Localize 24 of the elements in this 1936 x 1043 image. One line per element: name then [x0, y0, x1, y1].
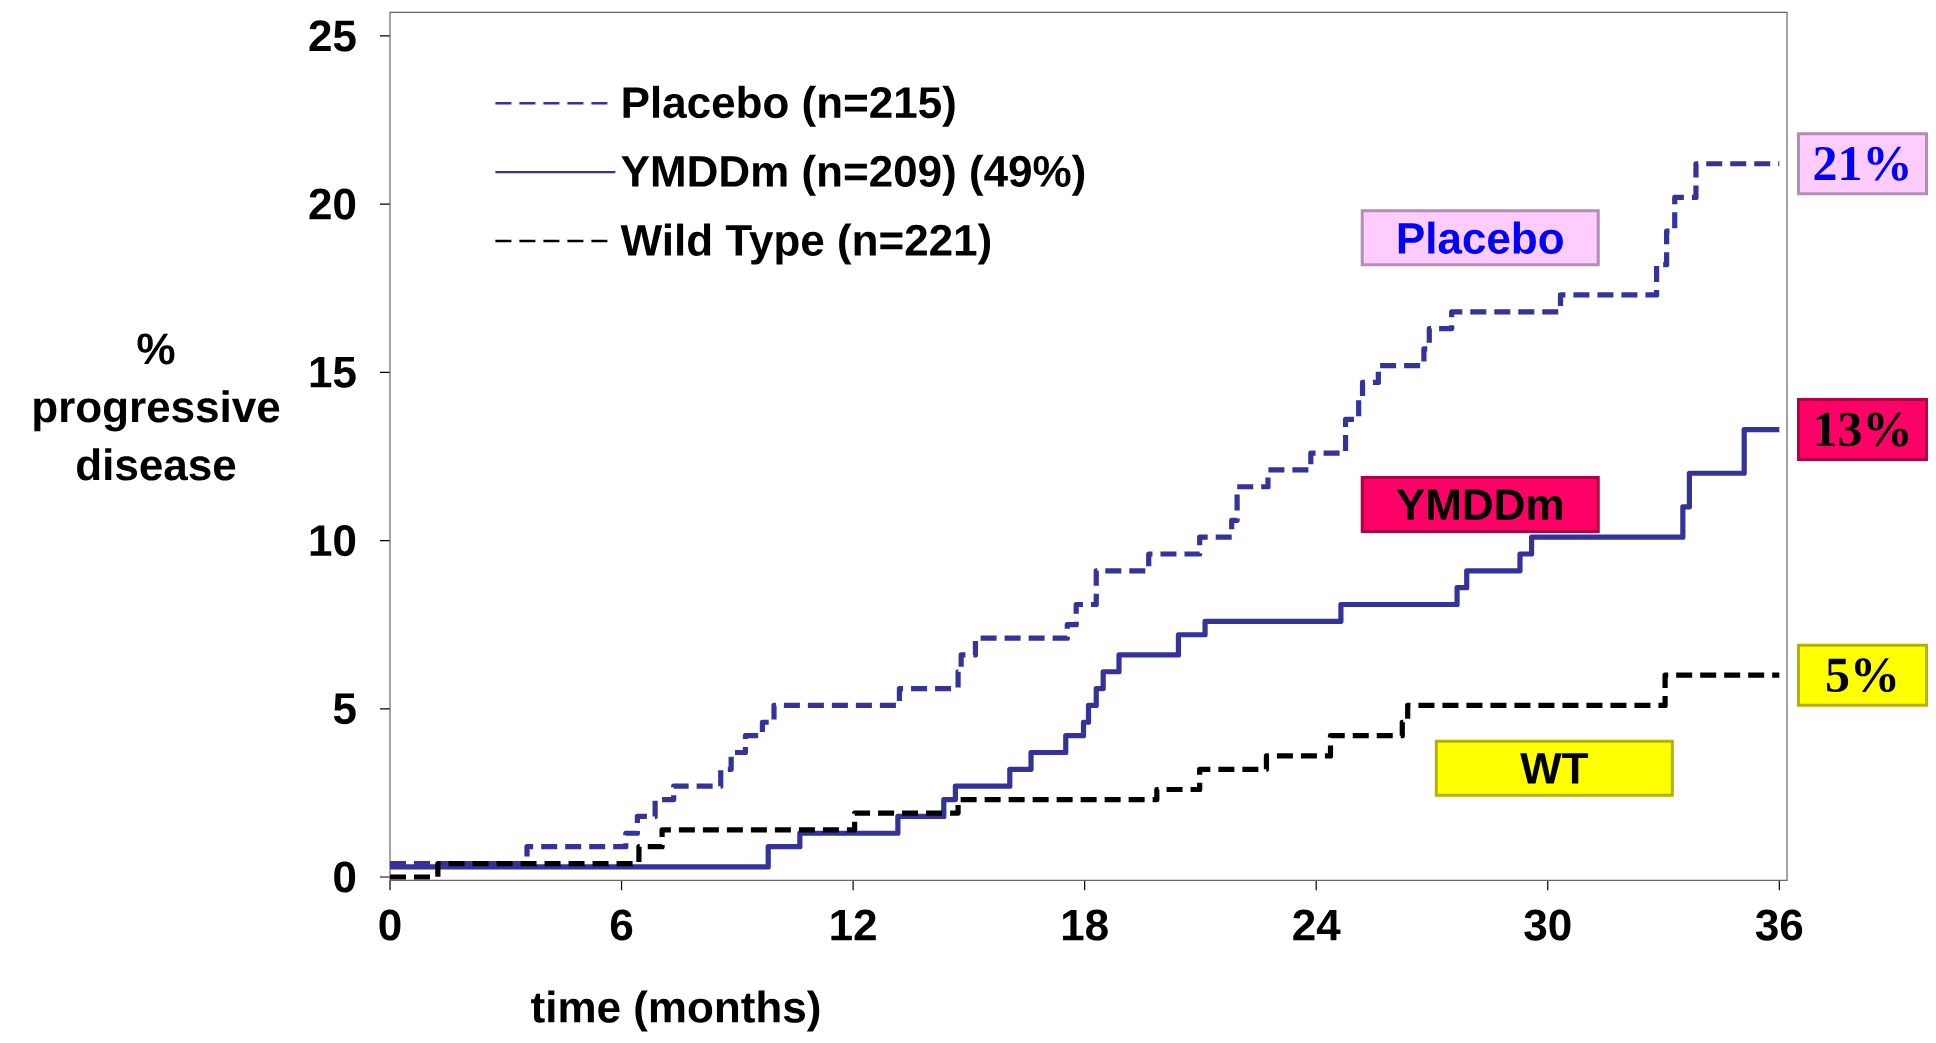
x-tick-label: 24 — [1293, 909, 1341, 941]
x-tick-label: 18 — [1062, 909, 1108, 941]
text: 21% — [1814, 146, 1908, 181]
x-tick-label: 30 — [1524, 909, 1571, 941]
y-tick-label: 0 — [334, 861, 356, 893]
y-tick-label: 15 — [310, 356, 356, 388]
y-tick-label: 5 — [333, 693, 356, 725]
annotation: YMDDm — [1396, 489, 1562, 520]
annotation: WT — [1520, 753, 1589, 784]
legend-label: Wild Type (n=221) — [620, 223, 991, 265]
x-tick-label: 12 — [831, 909, 876, 941]
y-tick-label: 10 — [310, 524, 356, 557]
text: 5% — [1826, 658, 1896, 693]
x-tick-label: 6 — [610, 909, 633, 941]
x-tick-label: 36 — [1755, 909, 1803, 941]
text: 13% — [1816, 412, 1908, 447]
annotation: Placebo — [1398, 221, 1563, 254]
legend-label: Placebo (n=215) — [623, 85, 955, 127]
y-tick-label: 25 — [309, 20, 356, 52]
x-tick-label: 0 — [379, 909, 401, 941]
legend-label: YMDDm (n=209) (49%) — [621, 154, 1085, 196]
y-tick-label: 20 — [309, 188, 356, 220]
y-axis-title: % progressive disease — [34, 333, 280, 481]
x-axis-title: time (months) — [531, 990, 820, 1032]
